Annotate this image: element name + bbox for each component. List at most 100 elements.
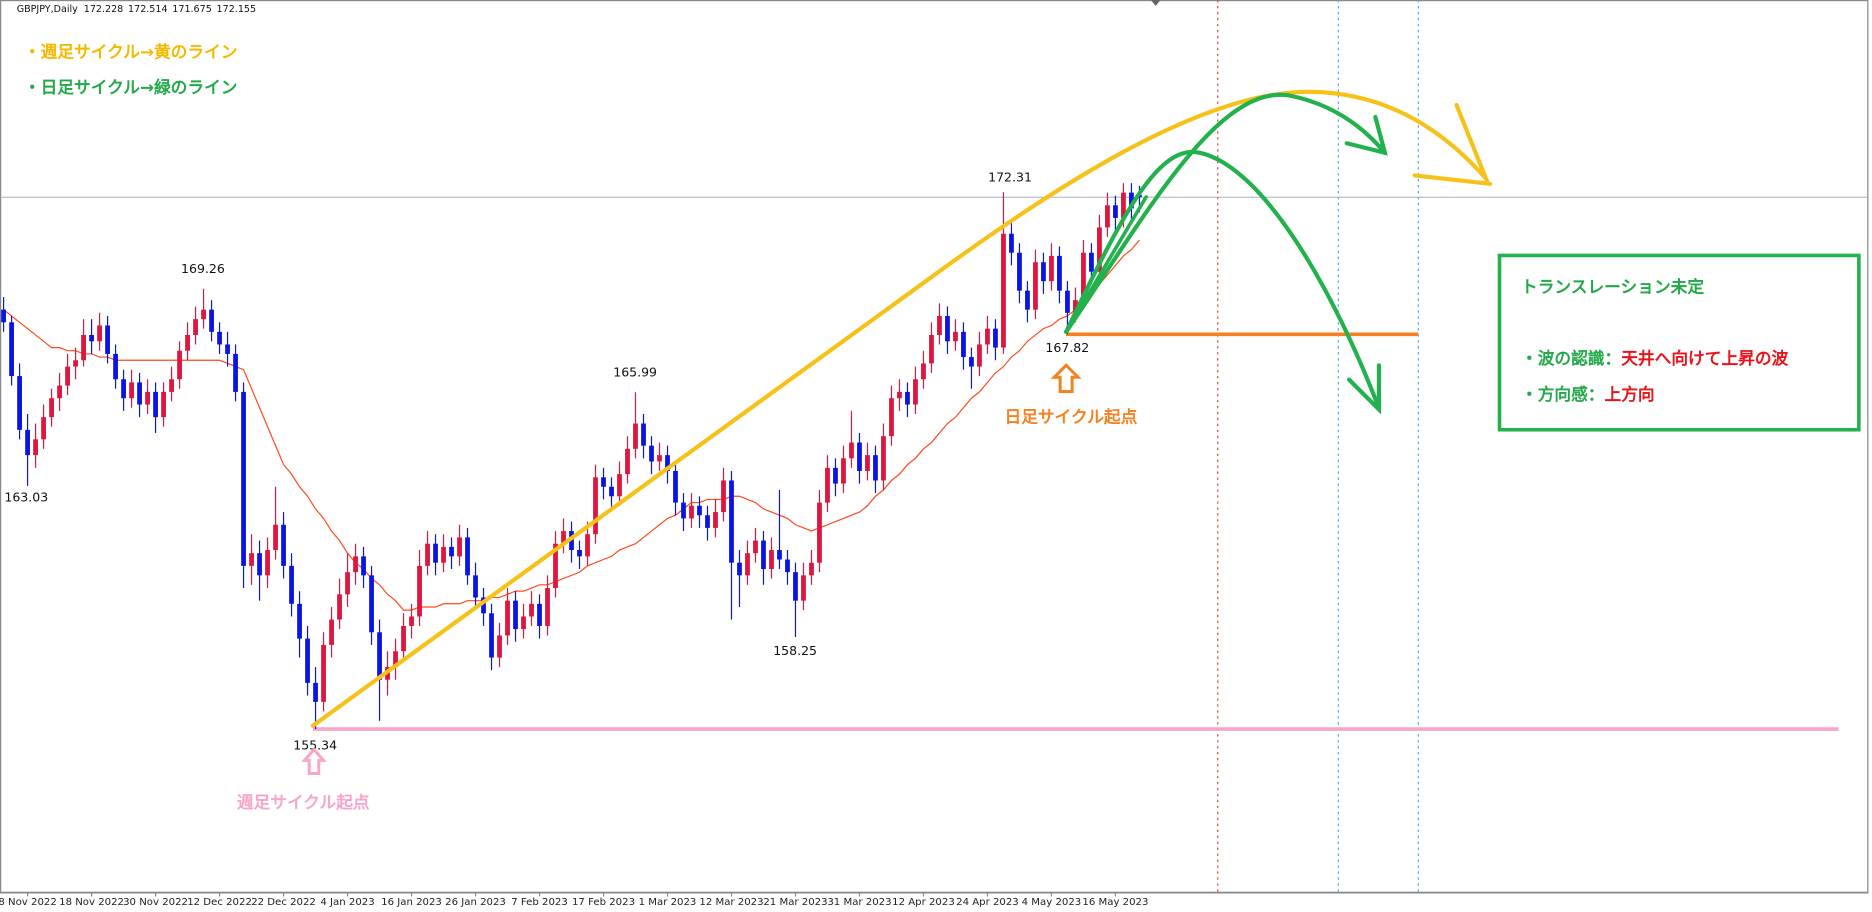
candle-body — [729, 480, 734, 563]
daily-start-label: 日足サイクル起点 — [1005, 407, 1138, 427]
candle-body — [881, 436, 886, 481]
x-tick-label: 30 Nov 2022 — [123, 897, 188, 908]
candle-body — [1057, 255, 1062, 291]
candle-body — [705, 515, 710, 528]
candle-body — [793, 572, 798, 601]
note-weekly: ・週足サイクル→黄のライン — [24, 41, 238, 61]
candle-body — [1089, 252, 1094, 272]
candle-body — [1041, 262, 1046, 282]
x-tick-label: 16 Jan 2023 — [381, 897, 442, 908]
candle-body — [849, 442, 854, 459]
candle-body — [625, 448, 630, 475]
candle-body — [817, 502, 822, 563]
x-tick-label: 26 Jan 2023 — [445, 897, 506, 908]
candle-body — [241, 391, 246, 566]
candle-body — [297, 603, 302, 639]
candle-body — [265, 550, 270, 576]
candle-body — [433, 543, 438, 563]
candle-body — [281, 524, 286, 566]
info-row: ・方向感：上方向 — [1521, 384, 1655, 404]
candle-body — [425, 543, 430, 566]
candle-body — [905, 391, 910, 405]
candle-body — [1105, 205, 1110, 228]
candle-body — [825, 467, 830, 503]
header-low: 171.675 — [172, 4, 211, 15]
candle-body — [937, 315, 942, 335]
candle-body — [809, 562, 814, 576]
candle-body — [81, 334, 86, 361]
candle-body — [1, 309, 6, 323]
x-tick-label: 21 Mar 2023 — [763, 897, 827, 908]
candle-body — [721, 480, 726, 513]
x-tick-label: 8 Nov 2022 — [0, 897, 57, 908]
x-tick-label: 31 Mar 2023 — [827, 897, 891, 908]
candle-body — [97, 325, 102, 342]
candle-body — [1033, 262, 1038, 310]
candle-body — [1097, 227, 1102, 272]
candle-body — [337, 594, 342, 620]
candle-body — [137, 382, 142, 405]
candle-body — [873, 455, 878, 481]
candle-body — [665, 455, 670, 471]
candle-body — [689, 505, 694, 519]
candle-body — [761, 540, 766, 570]
candle-body — [1017, 252, 1022, 291]
candle-body — [969, 357, 974, 367]
candle-body — [649, 445, 654, 462]
candle-body — [289, 565, 294, 604]
candle-body — [921, 363, 926, 380]
candle-body — [441, 546, 446, 563]
price-label: 167.82 — [1045, 340, 1089, 355]
daily-rise-line — [1064, 195, 1148, 334]
candle-body — [1113, 205, 1118, 218]
candle-body — [545, 587, 550, 626]
header: GBPJPY,Daily 172.228 172.514 171.675 172.155 — [17, 4, 256, 15]
info-row: ・波の認識：天井へ向けて上昇の波 — [1521, 348, 1789, 368]
candle-body — [121, 379, 126, 399]
candle-body — [769, 550, 774, 570]
candle-body — [593, 477, 598, 535]
candle-body — [113, 353, 118, 380]
candle-body — [49, 398, 54, 418]
candle-body — [585, 534, 590, 557]
candle-body — [513, 600, 518, 630]
x-tick-label: 12 Apr 2023 — [892, 897, 955, 908]
x-tick-label: 22 Dec 2022 — [251, 897, 316, 908]
candle-body — [617, 474, 622, 497]
price-label: 158.25 — [773, 643, 817, 658]
candle-body — [1121, 192, 1126, 218]
candle-body — [737, 562, 742, 576]
info-key: ・方向感： — [1521, 384, 1605, 404]
candle-body — [217, 331, 222, 345]
candle-body — [129, 382, 134, 399]
candle-body — [417, 565, 422, 617]
candle-body — [33, 439, 38, 456]
candle-body — [1009, 233, 1014, 253]
candle-body — [353, 556, 358, 573]
info-title: トランスレーション未定 — [1521, 276, 1704, 296]
header-close: 172.155 — [217, 4, 256, 15]
candle-body — [209, 309, 214, 332]
price-label: 172.31 — [988, 169, 1032, 184]
x-tick-label: 4 May 2023 — [1022, 897, 1082, 908]
candle-body — [537, 603, 542, 626]
candle-body — [609, 486, 614, 497]
hand-drawn-cycles — [310, 89, 1493, 728]
weekly-arrowhead — [1412, 102, 1493, 186]
candle-body — [9, 322, 14, 377]
candle-body — [1001, 233, 1006, 348]
info-key: ・波の認識： — [1521, 348, 1621, 368]
info-value: 天井へ向けて上昇の波 — [1621, 348, 1788, 368]
candle-body — [249, 553, 254, 566]
candle-body — [233, 353, 238, 392]
candle-body — [841, 458, 846, 484]
candle-body — [913, 379, 918, 405]
candle-body — [1129, 192, 1134, 209]
candle-body — [153, 391, 158, 418]
candle-body — [713, 512, 718, 528]
plot-frame — [0, 0, 1869, 893]
info-box — [1497, 253, 1861, 432]
price-label: 155.34 — [293, 737, 337, 752]
weekly-start-arrow — [301, 747, 327, 776]
